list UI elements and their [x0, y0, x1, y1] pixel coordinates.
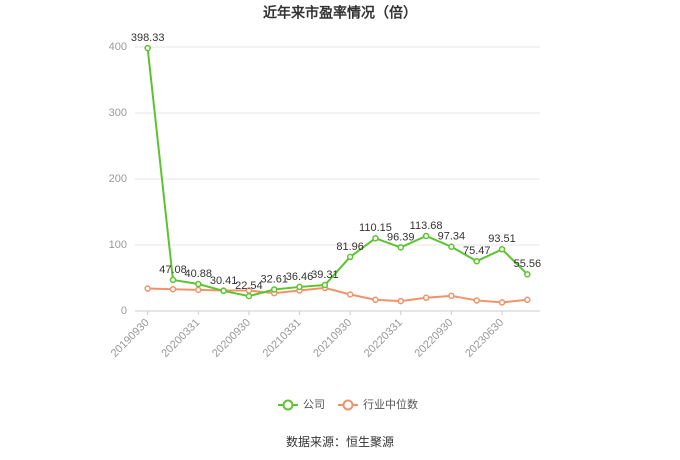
legend-marker: [282, 399, 294, 411]
point: [220, 287, 227, 295]
source: 数据来源：恒生聚源: [286, 434, 394, 449]
x-tick-label: 20210930: [311, 317, 354, 360]
legend-marker: [342, 399, 354, 411]
point: [346, 253, 354, 261]
x-tick-label: 20220930: [412, 317, 455, 360]
data-label: 81.96: [336, 241, 364, 253]
data-label: 36.46: [286, 271, 314, 283]
x-tick-label: 20230630: [463, 317, 506, 360]
point: [498, 246, 506, 253]
point: [270, 286, 278, 293]
point: [296, 283, 303, 291]
x-tick-label: 20190930: [109, 317, 152, 360]
data-label: 96.39: [387, 231, 415, 243]
point: [448, 243, 455, 251]
y-tick-label: 200: [109, 173, 127, 185]
point: [372, 235, 379, 242]
point: [498, 299, 506, 306]
data-label: 55.56: [514, 258, 542, 270]
data-label: 113.68: [410, 220, 443, 232]
point: [195, 286, 202, 294]
point: [524, 296, 531, 304]
data-label: 97.34: [438, 231, 466, 243]
point: [397, 297, 405, 305]
y-tick-label: 0: [121, 305, 127, 317]
data-label: 39.31: [311, 269, 339, 281]
point: [473, 257, 480, 265]
point: [397, 244, 405, 251]
y-tick-label: 100: [109, 239, 127, 251]
point: [169, 285, 177, 293]
point: [245, 292, 253, 300]
point: [144, 285, 151, 292]
point: [321, 281, 329, 289]
data-label: 398.33: [131, 32, 165, 44]
x-tick-label: 20200331: [159, 317, 202, 360]
point: [422, 232, 430, 240]
series-line: [147, 286, 528, 304]
data-label: 93.51: [488, 233, 516, 245]
data-label: 32.61: [260, 273, 288, 285]
data-label: 30.41: [210, 275, 238, 287]
point: [144, 44, 151, 52]
data-label: 22.54: [235, 280, 263, 292]
x-tick-label: 20220331: [362, 317, 405, 360]
point: [195, 280, 202, 288]
y-tick-label: 300: [109, 107, 127, 119]
data-label: 110.15: [359, 222, 392, 234]
legend-label: 公司: [303, 399, 325, 411]
data-label: 40.88: [185, 268, 213, 280]
x-tick-label: 20210331: [261, 317, 304, 360]
legend-label: 行业中位数: [363, 397, 418, 411]
y-tick-label: 400: [109, 41, 127, 53]
point: [524, 271, 531, 278]
point: [346, 291, 354, 298]
data-label: 75.47: [463, 245, 491, 257]
data-label: 47.08: [159, 264, 187, 276]
point: [422, 294, 430, 302]
point: [169, 276, 177, 284]
point: [448, 292, 455, 300]
point: [473, 297, 480, 304]
series-line: [146, 47, 529, 298]
point: [372, 296, 379, 304]
x-tick-label: 20200930: [210, 317, 253, 360]
chart-title: 近年来市盈率情况（倍）: [263, 5, 417, 21]
